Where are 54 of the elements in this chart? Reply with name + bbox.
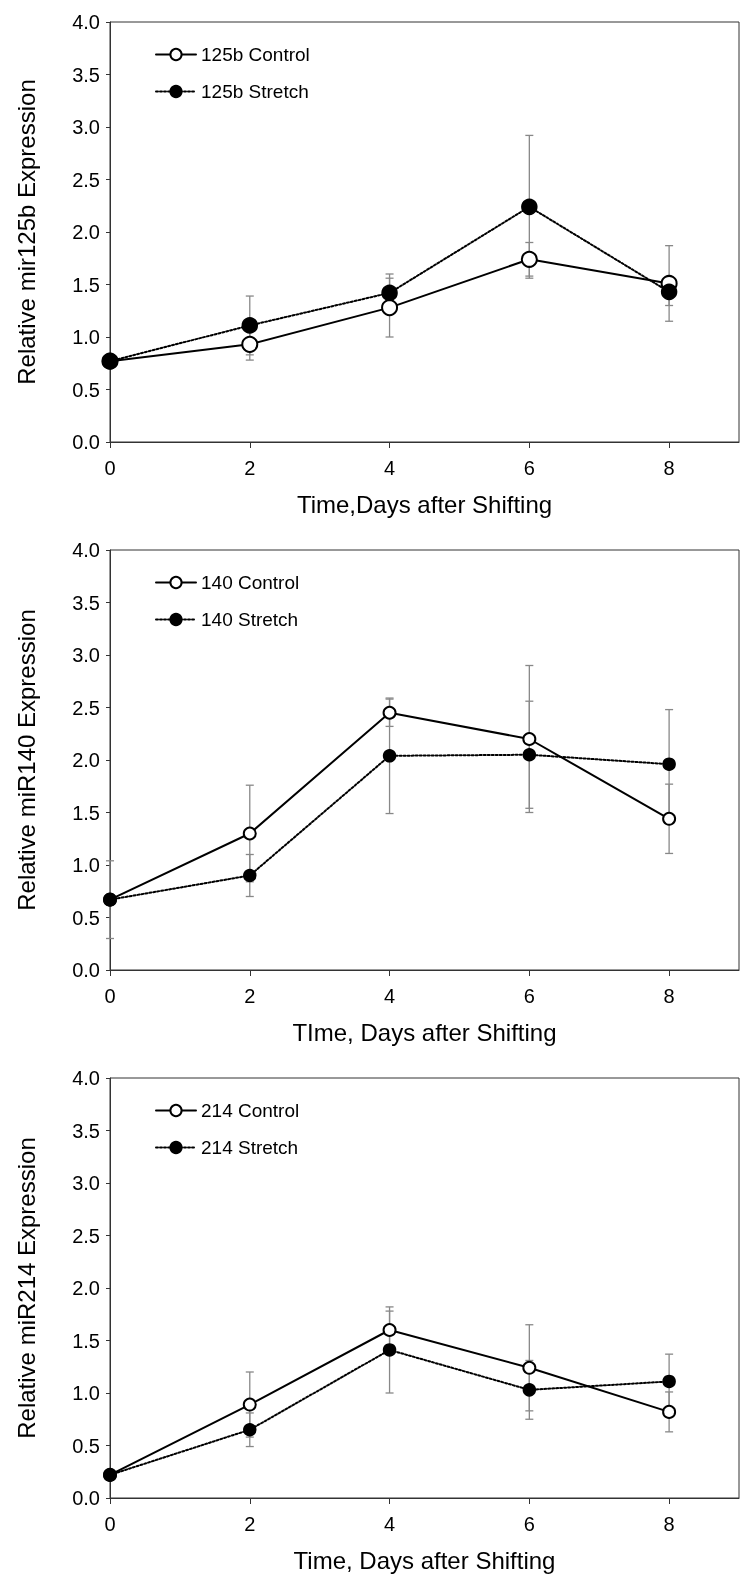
x-tick-label: 8 xyxy=(663,985,675,1007)
y-tick-label: 1.5 xyxy=(72,273,100,296)
y-tick-label: 2.5 xyxy=(72,1224,100,1247)
y-tick-label: 0.0 xyxy=(72,431,100,453)
x-tick-label: 2 xyxy=(244,985,256,1007)
y-tick-label: 0.5 xyxy=(72,378,100,401)
y-tick-label: 3.5 xyxy=(72,1119,100,1142)
x-tick-label: 0 xyxy=(104,457,116,479)
x-tick-label: 2 xyxy=(244,1513,256,1535)
y-tick-label: 1.5 xyxy=(72,801,100,824)
y-tick-label: 3.0 xyxy=(72,644,100,666)
y-tick-label: 2.0 xyxy=(72,1277,100,1299)
y-tick-label: 3.5 xyxy=(72,591,100,614)
y-tick-label: 1.0 xyxy=(72,854,100,876)
legend-label: 125b Control xyxy=(201,44,310,65)
y-tick-label: 4.0 xyxy=(72,1067,100,1089)
x-tick-label: 4 xyxy=(383,985,396,1007)
legend-label: 214 Control xyxy=(201,1100,300,1121)
x-tick-label: 0 xyxy=(104,985,116,1007)
x-tick-label: 8 xyxy=(663,457,675,479)
y-tick-label: 2.5 xyxy=(72,696,100,719)
x-tick-label: 2 xyxy=(244,457,256,479)
y-tick-label: 0.0 xyxy=(72,959,100,981)
y-axis-title: Relative mir125b Expression xyxy=(12,79,40,385)
y-axis-title: Relative miR214 Expression xyxy=(12,1137,40,1439)
y-tick-label: 1.5 xyxy=(72,1329,100,1352)
y-tick-label: 1.0 xyxy=(72,326,100,348)
x-tick-label: 0 xyxy=(104,1513,116,1535)
y-tick-label: 3.0 xyxy=(72,1172,100,1194)
y-tick-label: 2.0 xyxy=(72,221,100,243)
y-tick-label: 4.0 xyxy=(72,11,100,33)
x-axis-title: TIme, Days after Shifting xyxy=(292,1018,557,1046)
y-tick-label: 2.0 xyxy=(72,749,100,771)
y-tick-label: 0.5 xyxy=(72,1434,100,1457)
x-tick-label: 6 xyxy=(523,1513,535,1535)
x-axis-title: Time,Days after Shifting xyxy=(296,490,553,518)
x-tick-label: 4 xyxy=(383,1513,396,1535)
x-tick-label: 4 xyxy=(383,457,396,479)
x-tick-label: 6 xyxy=(523,457,535,479)
y-axis-title: Relative miR140 Expression xyxy=(12,609,40,911)
y-tick-label: 3.5 xyxy=(72,63,100,86)
x-axis-title: Time, Days after Shifting xyxy=(293,1546,556,1574)
x-tick-label: 8 xyxy=(663,1513,675,1535)
y-tick-label: 0.0 xyxy=(72,1487,100,1509)
legend-label: 214 Stretch xyxy=(201,1137,299,1158)
legend-label: 140 Control xyxy=(201,572,300,593)
legend-label: 125b Stretch xyxy=(201,81,309,102)
y-tick-label: 2.5 xyxy=(72,168,100,191)
y-tick-label: 1.0 xyxy=(72,1382,100,1404)
y-tick-label: 0.5 xyxy=(72,906,100,929)
x-tick-label: 6 xyxy=(523,985,535,1007)
y-tick-label: 3.0 xyxy=(72,116,100,138)
legend-label: 140 Stretch xyxy=(201,609,299,630)
y-tick-label: 4.0 xyxy=(72,539,100,561)
